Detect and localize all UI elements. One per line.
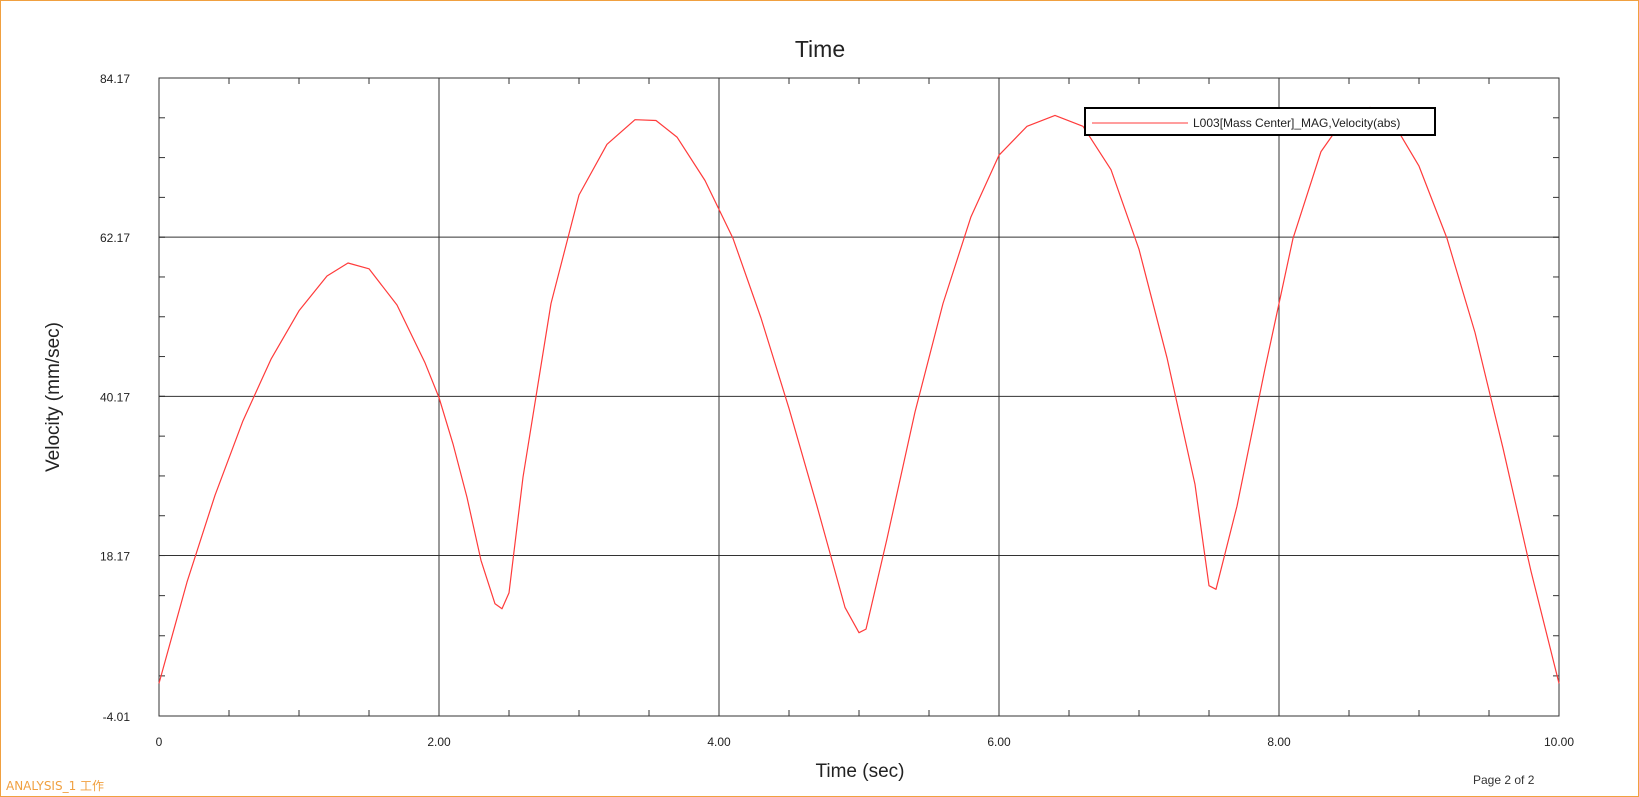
- y-tick-label: 84.17: [100, 72, 130, 86]
- x-tick-label: 10.00: [1544, 735, 1574, 749]
- x-tick-label: 8.00: [1267, 735, 1291, 749]
- legend-entry: L003[Mass Center]_MAG,Velocity(abs): [1193, 116, 1400, 130]
- y-axis-label: Velocity (mm/sec): [43, 322, 64, 472]
- x-axis-label: Time (sec): [815, 761, 904, 782]
- y-tick-label: 62.17: [100, 231, 130, 245]
- x-tick-label: 6.00: [987, 735, 1011, 749]
- analysis-label: ANALYSIS_1 工作: [6, 779, 105, 793]
- x-tick-label: 4.00: [707, 735, 731, 749]
- y-tick-label: 18.17: [100, 550, 130, 564]
- chart-title: Time: [795, 36, 845, 62]
- y-tick-label: -4.01: [103, 710, 131, 724]
- y-tick-label: 40.17: [100, 390, 130, 404]
- grid-layer: [159, 78, 1559, 716]
- minor-ticks: [158, 77, 1560, 717]
- page-indicator: Page 2 of 2: [1473, 773, 1535, 787]
- legend-box: [1084, 107, 1436, 136]
- series-layer: [158, 106, 1560, 684]
- series-line: [158, 106, 1560, 684]
- legend[interactable]: L003[Mass Center]_MAG,Velocity(abs): [1084, 107, 1436, 136]
- tick-labels: 0 2.00 4.00 6.00 8.00 10.00 -4.01 18.17 40.17 62.…: [100, 72, 1574, 749]
- plot-area: [158, 77, 1560, 717]
- x-tick-label: 2.00: [427, 735, 451, 749]
- x-tick-label: 0: [156, 735, 163, 749]
